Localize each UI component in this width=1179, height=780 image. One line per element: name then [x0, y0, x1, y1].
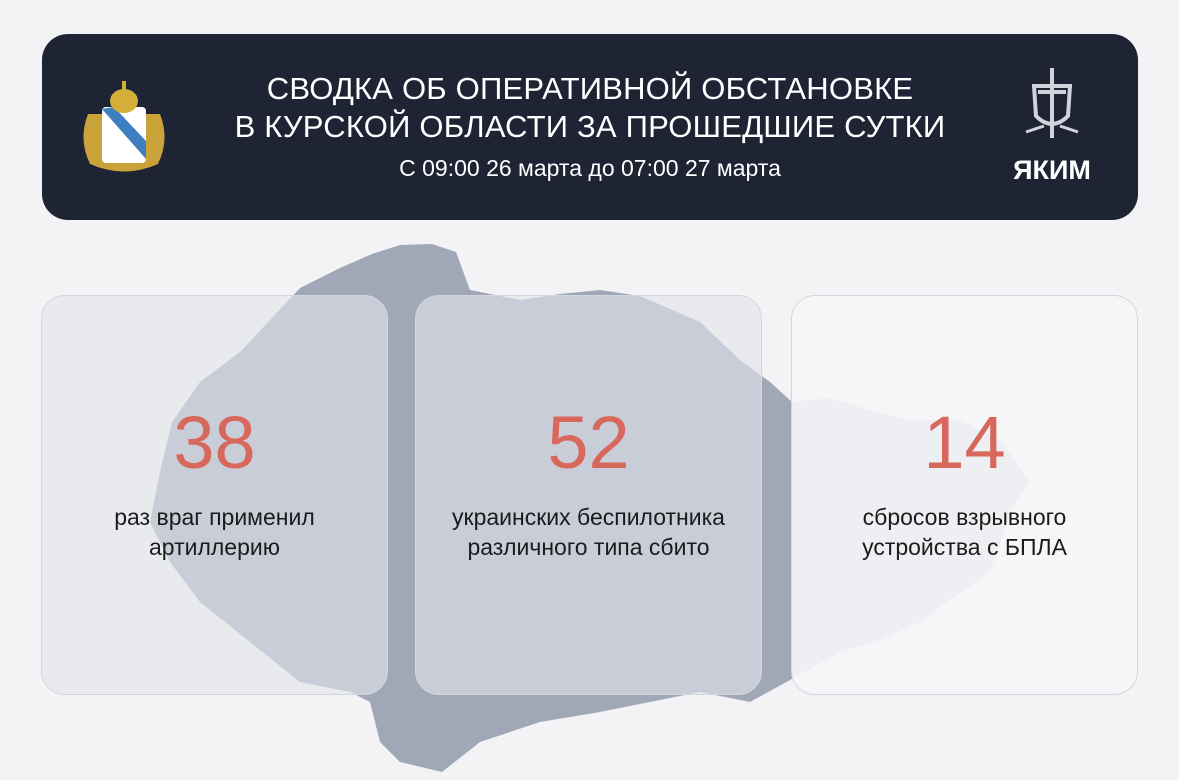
- stat-card-drops: 14 сбросов взрывного устройства с БПЛА: [791, 295, 1138, 695]
- logo-text: ЯКИМ: [1013, 155, 1091, 185]
- stat-label-line1: раз враг применил: [114, 504, 315, 530]
- stat-card-drones: 52 украинских беспилотника различного тип…: [415, 295, 762, 695]
- stat-label-line1: сбросов взрывного: [862, 504, 1067, 530]
- stat-value: 52: [547, 401, 630, 484]
- title-line-2: В КУРСКОЙ ОБЛАСТИ ЗА ПРОШЕДШИЕ СУТКИ: [234, 109, 946, 144]
- sword-shield-icon: [1025, 68, 1079, 138]
- header-banner: СВОДКА ОБ ОПЕРАТИВНОЙ ОБСТАНОВКЕ В КУРСК…: [42, 34, 1138, 220]
- stat-label-line2: артиллерию: [149, 534, 280, 560]
- stat-value: 14: [923, 401, 1006, 484]
- stat-label-line1: украинских беспилотника: [452, 504, 725, 530]
- stat-card-artillery: 38 раз враг применил артиллерию: [41, 295, 388, 695]
- kursk-coat-of-arms-icon: [83, 81, 165, 172]
- stat-value: 38: [173, 401, 256, 484]
- stat-label-line2: различного типа сбито: [467, 534, 710, 560]
- title-line-1: СВОДКА ОБ ОПЕРАТИВНОЙ ОБСТАНОВКЕ: [266, 71, 914, 106]
- date-range: С 09:00 26 марта до 07:00 27 марта: [399, 155, 781, 181]
- stat-label-line2: устройства с БПЛА: [862, 534, 1067, 560]
- yakim-logo: ЯКИМ: [1004, 66, 1100, 186]
